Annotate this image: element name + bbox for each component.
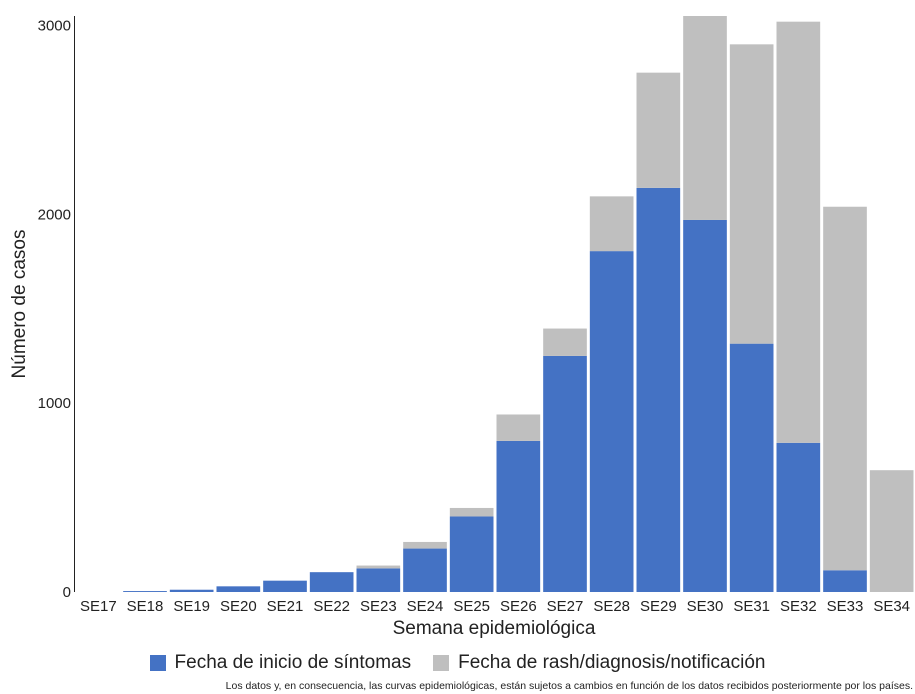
bar-se28-series-1[interactable] <box>589 196 634 252</box>
x-tick-label: SE21 <box>267 598 304 615</box>
bar-se23-series-0[interactable] <box>356 568 401 592</box>
x-tick-label: SE31 <box>733 598 770 615</box>
x-tick-label: SE33 <box>827 598 864 615</box>
x-tick-label: SE34 <box>873 598 910 615</box>
x-tick-label: SE22 <box>313 598 350 615</box>
bar-se26-series-1[interactable] <box>496 414 541 441</box>
x-tick-label: SE25 <box>453 598 490 615</box>
x-tick-label: SE28 <box>593 598 630 615</box>
legend-item-onset[interactable]: Fecha de inicio de síntomas <box>149 652 412 674</box>
legend-label-onset: Fecha de inicio de síntomas <box>174 652 412 673</box>
x-tick-label: SE20 <box>220 598 257 615</box>
x-tick-label: SE17 <box>80 598 117 615</box>
x-tick-label: SE24 <box>407 598 444 615</box>
bar-se23-series-1[interactable] <box>356 565 401 569</box>
x-tick-label: SE18 <box>127 598 164 615</box>
y-tick-labels: 0 1000 2000 3000 <box>38 17 71 601</box>
bar-se28-series-0[interactable] <box>589 251 634 592</box>
bar-se24-series-1[interactable] <box>403 541 447 549</box>
bar-se31-series-1[interactable] <box>729 44 774 344</box>
x-tick-label: SE19 <box>173 598 210 615</box>
bar-se25-series-0[interactable] <box>449 516 494 592</box>
legend: Fecha de inicio de síntomas Fecha de ras… <box>0 650 915 676</box>
x-tick-labels: SE17 SE18 SE19 SE20 SE21 SE22 SE23 SE24 SE25 SE26… <box>80 598 910 615</box>
y-tick-label: 3000 <box>38 17 71 34</box>
bar-se32-series-1[interactable] <box>776 21 821 443</box>
y-tick-label: 0 <box>63 584 71 601</box>
y-axis-title: Número de casos <box>9 230 30 379</box>
bar-se33-series-0[interactable] <box>823 570 867 592</box>
legend-item-rash[interactable]: Fecha de rash/diagnosis/notificación <box>433 652 765 674</box>
bar-se26-series-0[interactable] <box>496 440 541 592</box>
bar-se27-series-1[interactable] <box>543 328 587 356</box>
x-tick-label: SE23 <box>360 598 397 615</box>
bar-se21-series-0[interactable] <box>263 580 307 592</box>
bar-se18-series-0[interactable] <box>123 591 167 592</box>
x-tick-label: SE27 <box>547 598 584 615</box>
x-tick-label: SE29 <box>640 598 677 615</box>
bar-se31-series-0[interactable] <box>729 343 774 592</box>
bar-se19-series-0[interactable] <box>169 589 214 592</box>
legend-swatch-onset <box>149 655 166 671</box>
bar-se20-series-0[interactable] <box>216 586 261 592</box>
bars-group <box>123 16 914 593</box>
bar-se25-series-1[interactable] <box>449 507 494 517</box>
bar-se29-series-1[interactable] <box>636 72 681 188</box>
x-axis-title: Semana epidemiológica <box>393 618 596 639</box>
bar-se29-series-0[interactable] <box>636 187 681 593</box>
x-tick-label: SE26 <box>500 598 537 615</box>
bar-se24-series-0[interactable] <box>403 548 447 592</box>
bar-se32-series-0[interactable] <box>776 442 821 592</box>
legend-swatch-rash <box>433 655 450 671</box>
legend-label-rash: Fecha de rash/diagnosis/notificación <box>458 652 766 673</box>
y-tick-label: 2000 <box>38 206 71 223</box>
bar-se33-series-1[interactable] <box>823 206 867 571</box>
bar-se34-series-1[interactable] <box>869 470 914 592</box>
y-tick-label: 1000 <box>38 395 71 412</box>
x-tick-label: SE30 <box>687 598 724 615</box>
bar-se22-series-0[interactable] <box>309 572 354 592</box>
bar-se27-series-0[interactable] <box>543 355 587 592</box>
x-tick-label: SE32 <box>780 598 817 615</box>
bar-se30-series-0[interactable] <box>683 219 727 592</box>
bar-se30-series-1[interactable] <box>683 16 727 220</box>
footnote: Los datos y, en consecuencia, las curvas… <box>225 680 913 692</box>
